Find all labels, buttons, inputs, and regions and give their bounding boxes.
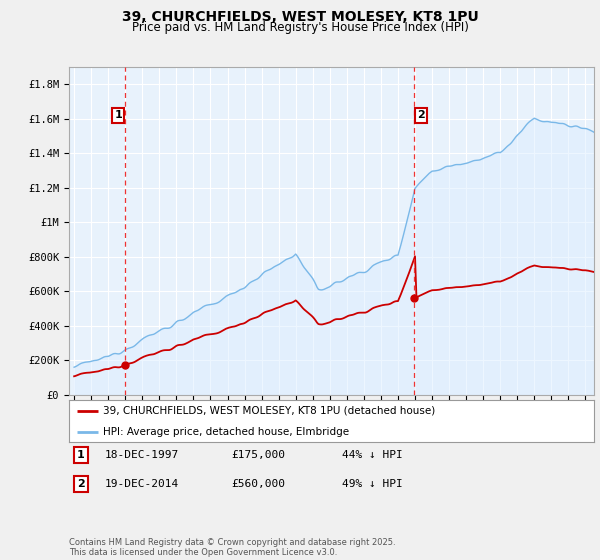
Text: 1: 1	[77, 450, 85, 460]
Text: 2: 2	[77, 479, 85, 489]
Text: 18-DEC-1997: 18-DEC-1997	[105, 450, 179, 460]
Text: 2: 2	[417, 110, 425, 120]
Text: 19-DEC-2014: 19-DEC-2014	[105, 479, 179, 489]
Text: HPI: Average price, detached house, Elmbridge: HPI: Average price, detached house, Elmb…	[103, 427, 349, 437]
Text: Price paid vs. HM Land Registry's House Price Index (HPI): Price paid vs. HM Land Registry's House …	[131, 21, 469, 34]
Text: 39, CHURCHFIELDS, WEST MOLESEY, KT8 1PU: 39, CHURCHFIELDS, WEST MOLESEY, KT8 1PU	[122, 10, 478, 24]
Text: 49% ↓ HPI: 49% ↓ HPI	[342, 479, 403, 489]
Text: £175,000: £175,000	[231, 450, 285, 460]
Text: 1: 1	[114, 110, 122, 120]
Text: 44% ↓ HPI: 44% ↓ HPI	[342, 450, 403, 460]
Text: Contains HM Land Registry data © Crown copyright and database right 2025.
This d: Contains HM Land Registry data © Crown c…	[69, 538, 395, 557]
Text: £560,000: £560,000	[231, 479, 285, 489]
Text: 39, CHURCHFIELDS, WEST MOLESEY, KT8 1PU (detached house): 39, CHURCHFIELDS, WEST MOLESEY, KT8 1PU …	[103, 406, 436, 416]
